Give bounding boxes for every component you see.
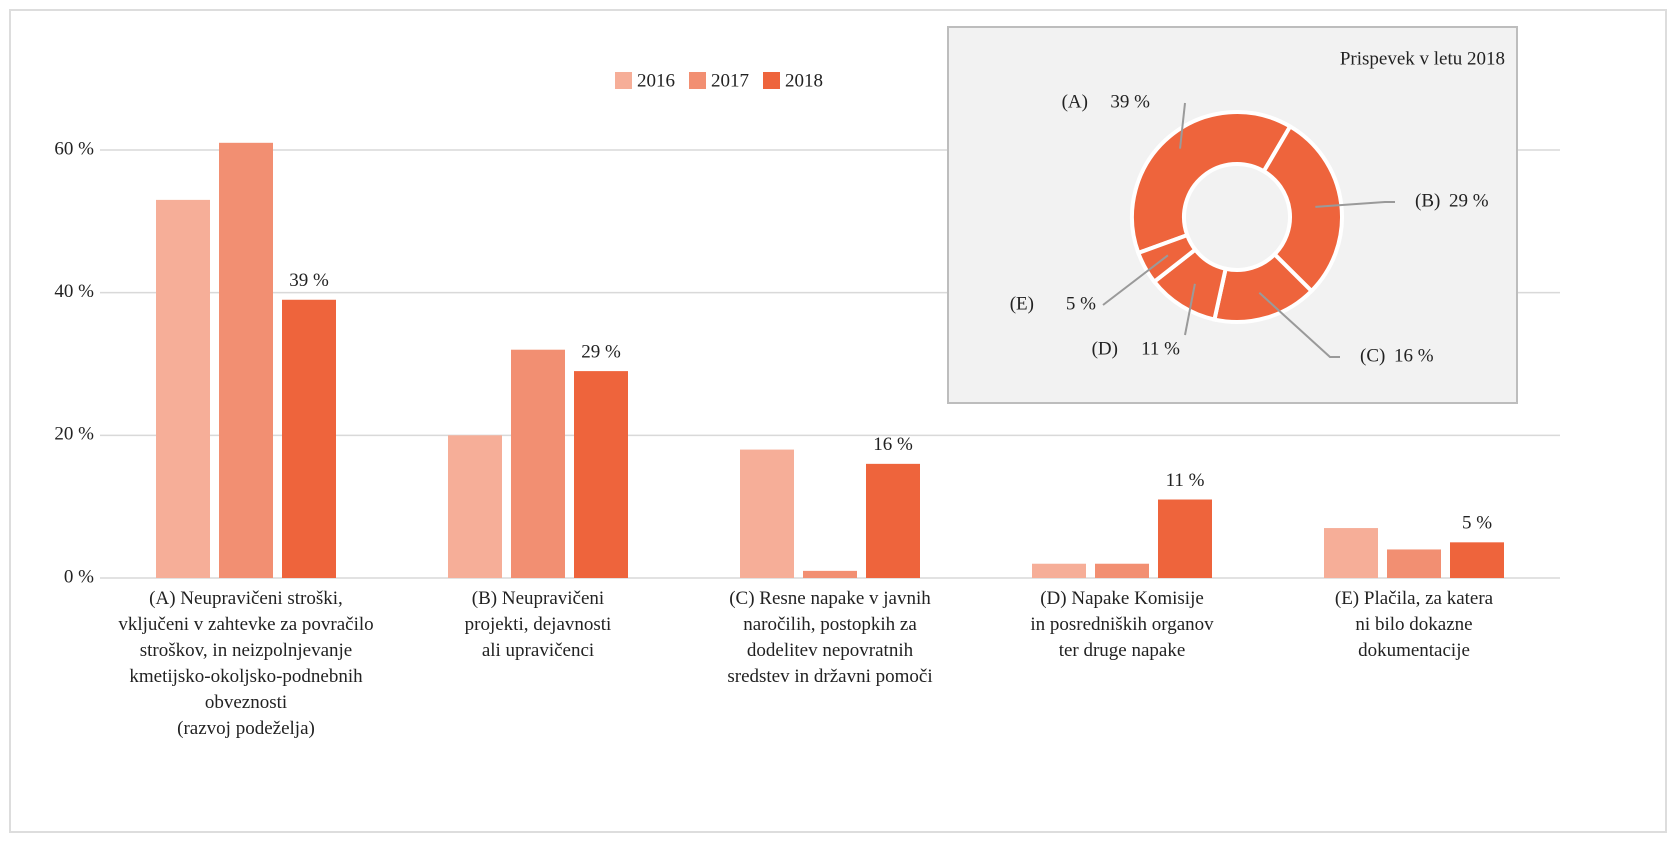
y-tick-label: 0 % [64,566,94,587]
legend-swatch [763,72,780,89]
bar [574,371,628,578]
slice-value-label: 29 % [1449,190,1489,211]
x-tick-label: (C) Resne napake v javnih naročilih, post… [727,588,932,687]
slice-value-label: 11 % [1141,338,1180,359]
bar [1032,563,1086,578]
data-label: 16 % [873,434,913,455]
bar [1095,563,1149,578]
slice-value-label: 39 % [1110,91,1150,112]
donut-slice [1130,110,1293,256]
bar [1324,528,1378,578]
inset-title: Prispevek v letu 2018 [1340,48,1505,69]
data-label: 29 % [581,341,621,362]
x-tick-label: (D) Napake Komisije in posredniških organ… [1030,588,1214,661]
x-tick-label: (E) Plačila, za katera ni bilo dokazne dok… [1335,588,1494,661]
bar [740,449,794,578]
bar [219,142,273,578]
leader-line [1184,283,1196,336]
legend-label: 2016 [637,70,675,91]
slice-value-label: 5 % [1066,293,1096,314]
y-tick-label: 40 % [54,281,94,302]
legend-label: 2018 [785,70,823,91]
x-tick-label: (B) Neupravičeni projekti, dejavnosti ali … [465,588,612,661]
bar [282,299,336,578]
slice-category: (C) [1360,345,1385,366]
leader-line [1258,292,1340,358]
slice-category: (B) [1415,190,1440,211]
x-tick-label: (A) Neupravičeni stroški, vključeni v zah… [118,588,373,739]
bar [1387,549,1441,578]
inset-panel [947,26,1518,404]
bar [448,435,502,578]
bar [1450,542,1504,578]
legend-label: 2017 [711,70,749,91]
legend-swatch [689,72,706,89]
bar [511,349,565,578]
data-label: 11 % [1166,470,1205,491]
slice-category: (D) [1092,338,1118,359]
bar [1158,499,1212,578]
legend-swatch [615,72,632,89]
bar [156,199,210,578]
data-label: 39 % [289,270,329,291]
bar [866,463,920,578]
data-label: 5 % [1462,513,1492,534]
leader-line [1102,254,1169,306]
bar [803,570,857,578]
frame [9,9,1667,833]
slice-value-label: 16 % [1394,345,1434,366]
donut-slice [1135,232,1199,285]
leader-line [1179,102,1186,149]
slice-category: (E) [1010,293,1034,314]
y-tick-label: 60 % [54,138,94,159]
slice-category: (A) [1062,91,1088,112]
leader-line [1315,201,1395,208]
donut-slice [1261,123,1344,294]
y-tick-label: 20 % [54,424,94,445]
